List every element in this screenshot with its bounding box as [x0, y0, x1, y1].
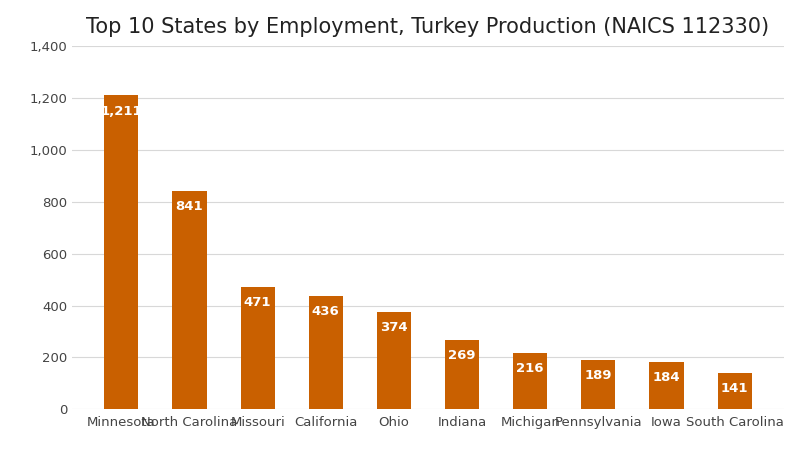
Text: 141: 141 — [721, 382, 748, 395]
Bar — [582, 360, 615, 409]
Text: 216: 216 — [517, 362, 544, 375]
Text: 189: 189 — [585, 369, 612, 382]
Text: 269: 269 — [448, 349, 476, 362]
Bar — [718, 372, 752, 409]
Bar — [241, 287, 274, 409]
Bar — [309, 296, 343, 409]
Text: 471: 471 — [244, 296, 271, 309]
Bar — [513, 353, 547, 409]
Text: 436: 436 — [312, 306, 340, 319]
Bar — [650, 361, 683, 409]
Text: 374: 374 — [380, 321, 408, 334]
Bar — [377, 312, 411, 409]
Title: Top 10 States by Employment, Turkey Production (NAICS 112330): Top 10 States by Employment, Turkey Prod… — [86, 17, 770, 37]
Text: 841: 841 — [176, 200, 203, 213]
Text: 184: 184 — [653, 371, 680, 384]
Bar — [104, 95, 138, 409]
Bar — [445, 339, 479, 409]
Text: 1,211: 1,211 — [101, 105, 142, 118]
Bar — [173, 191, 206, 409]
